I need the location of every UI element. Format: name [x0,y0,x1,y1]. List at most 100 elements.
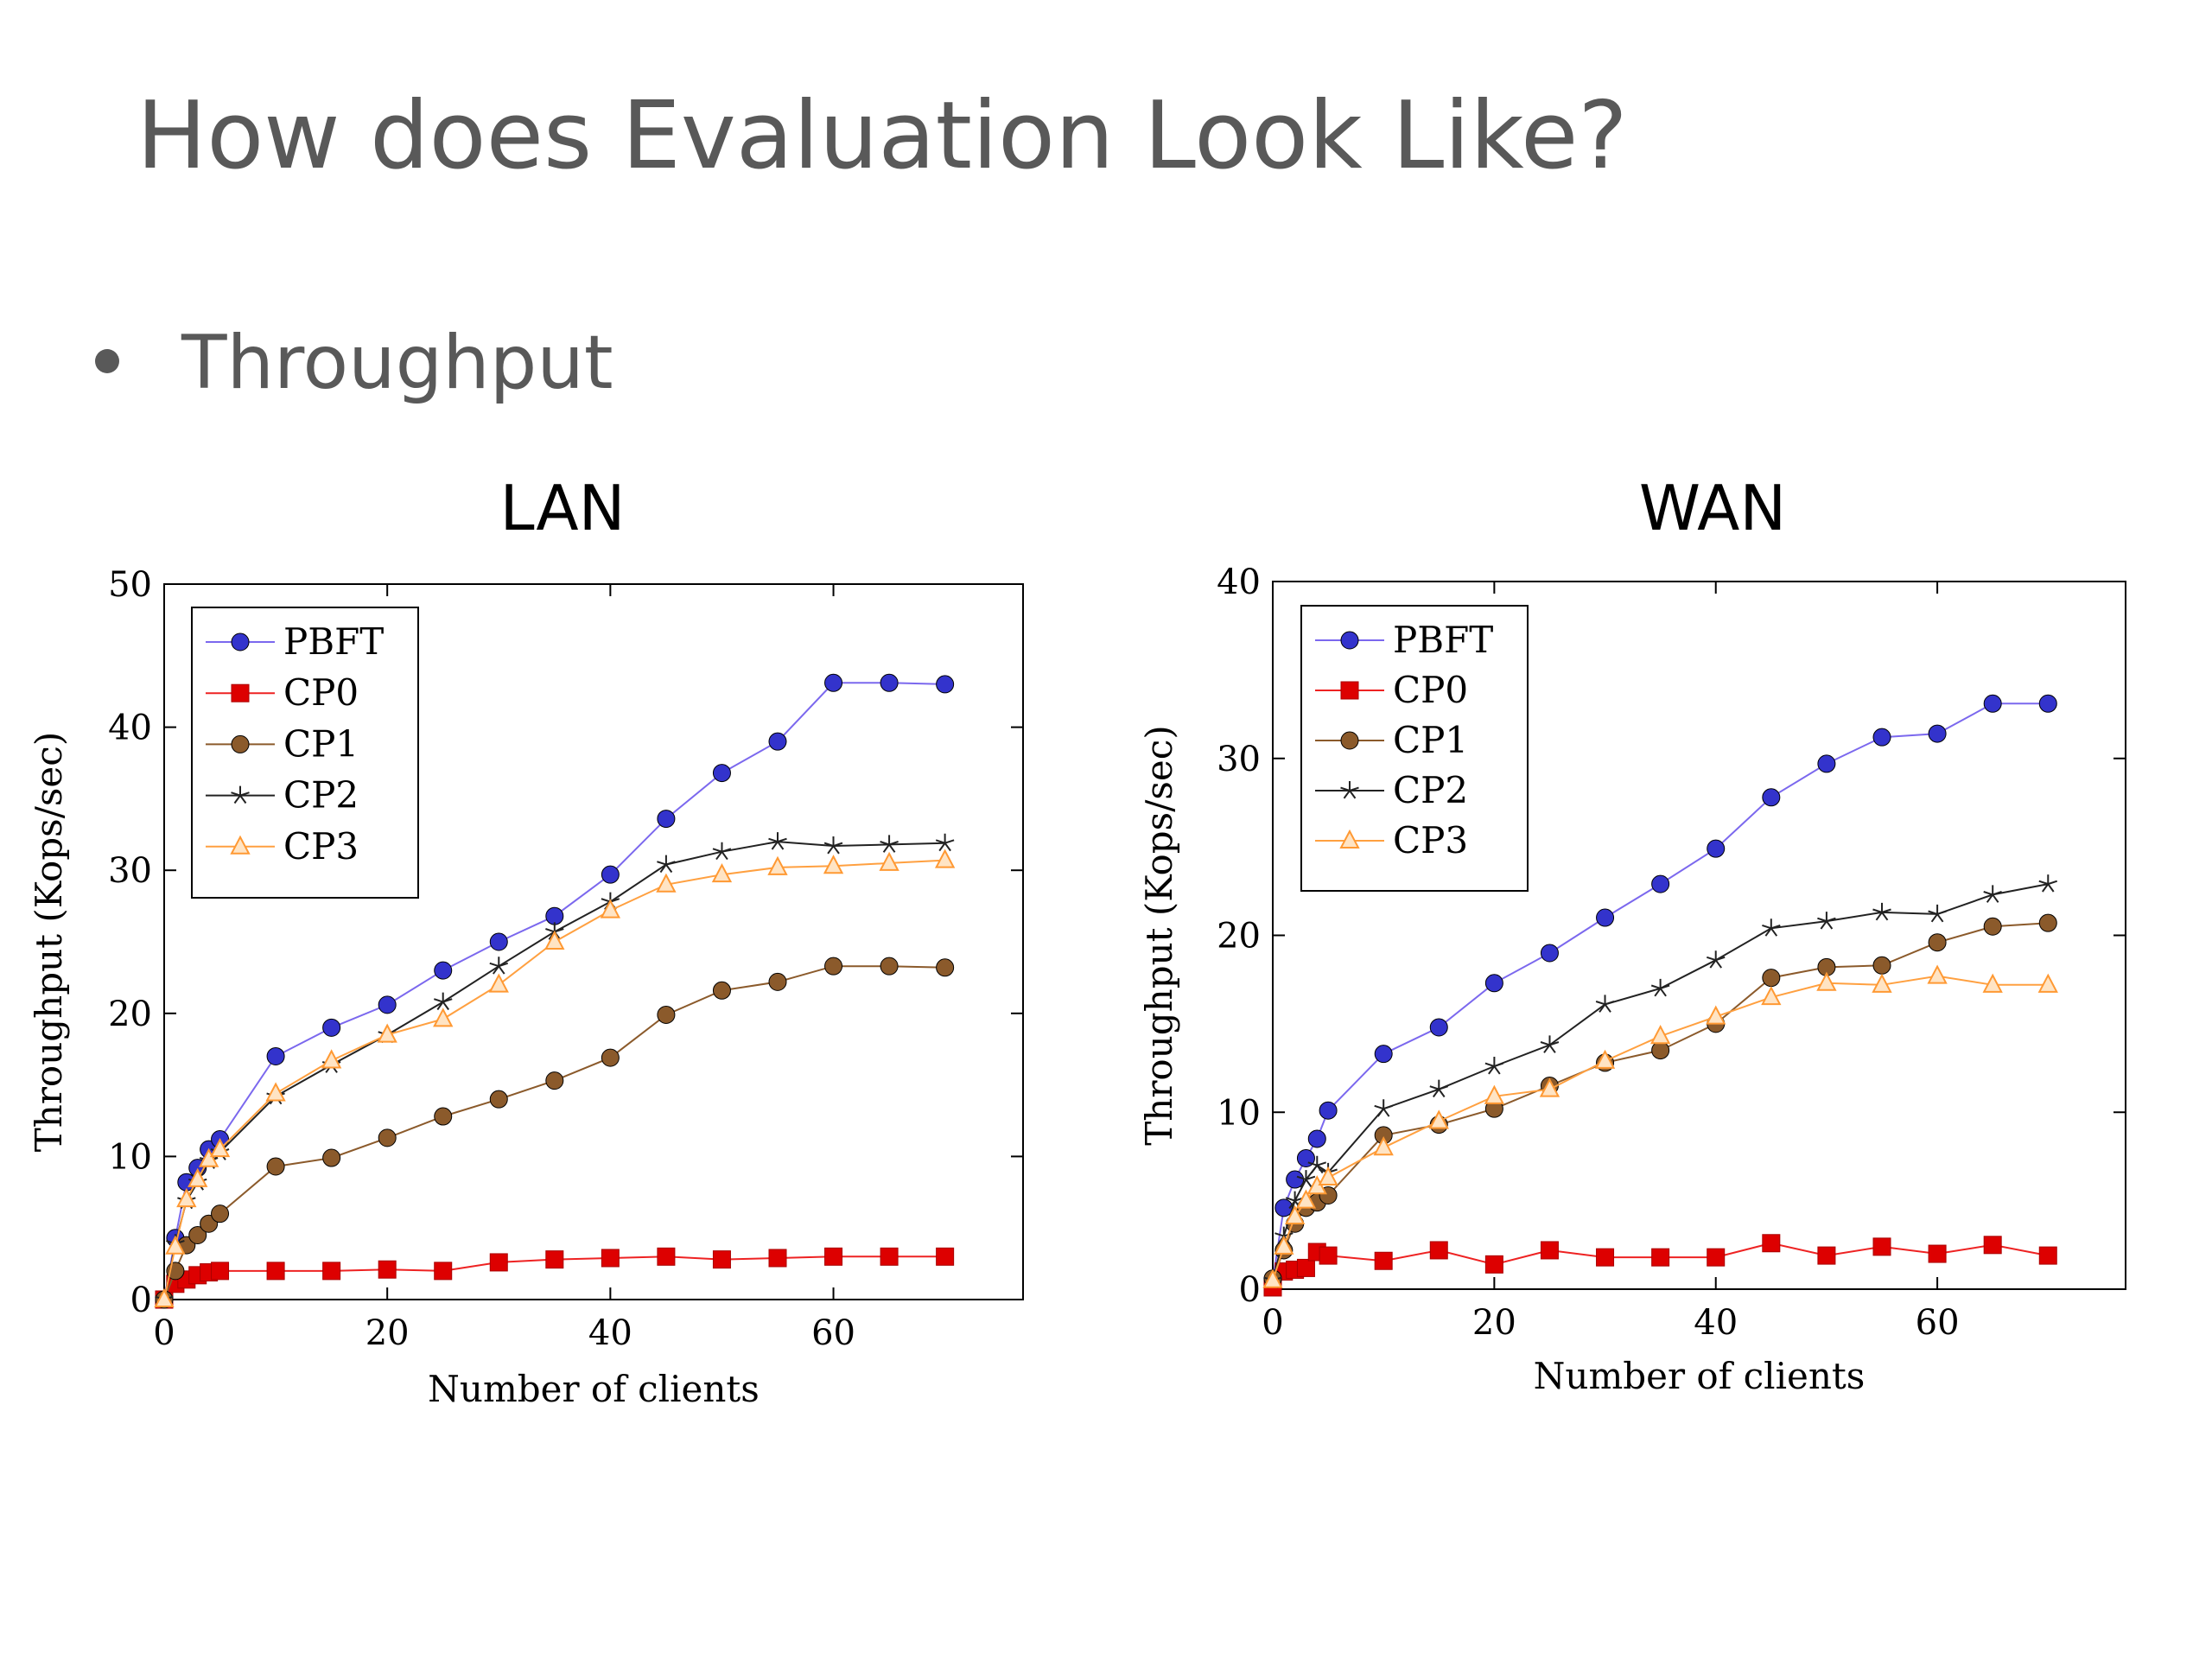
wan-cp3-point [1982,973,2003,993]
lan-ytick-label: 30 [108,851,152,891]
wan-pbft-point [1374,1045,1393,1064]
wan-cp2-point [1429,1079,1449,1098]
lan-cp0-point [489,1253,508,1272]
wan-series-cp0 [1263,1234,2057,1297]
lan-cp3-point [377,1023,397,1043]
lan-cp0-point [434,1262,453,1281]
wan-cp1-point [2038,913,2057,932]
lan-cp1-point [657,1005,676,1024]
wan-ytick-label: 40 [1217,563,1261,602]
bullet-dot [95,348,119,373]
wan-cp0-point [1762,1234,1781,1253]
lan-xtick-label: 40 [588,1313,632,1353]
lan-cp3-point [433,1007,454,1027]
lan-cp1-point [489,1090,508,1109]
wan-legend-marker-cp3 [1339,829,1360,849]
wan-xtick-label: 40 [1694,1303,1738,1343]
lan-legend-label-cp3: CP3 [283,825,359,868]
lan-cp3-point [544,930,565,950]
lan-y-axis-label: Throughput (Kops/sec) [28,732,70,1152]
lan-cp1-point [211,1205,230,1224]
wan-cp2-point [2038,874,2058,893]
lan-pbft-point [880,673,899,692]
wan-cp1-point [1983,917,2002,936]
lan-pbft-point [489,932,508,951]
wan-cp2-point [1374,1099,1393,1117]
wan-ytick-label: 0 [1239,1270,1261,1310]
wan-xtick-label: 20 [1472,1303,1516,1343]
wan-cp2-point [1650,978,1670,997]
lan-cp1-point [936,958,955,977]
lan-cp1-point [434,1107,453,1126]
wan-cp2-point [1983,885,2002,903]
wan-cp0-point [1651,1248,1670,1267]
lan-cp2-point [433,992,453,1011]
lan-cp2-point [935,833,955,852]
lan-cp1-point [266,1157,285,1176]
wan-cp3-point [1872,973,1892,993]
wan-cp0-point [1319,1246,1338,1265]
lan-cp3-point [600,899,621,918]
lan-cp0-point [712,1250,731,1269]
wan-pbft-point [1762,788,1781,807]
lan-cp2-point [545,922,564,940]
lan-cp1-point [768,972,787,991]
lan-cp2-point [657,855,676,874]
lan-cp1-point [322,1148,341,1167]
lan-cp0-point [545,1250,564,1269]
lan-pbft-point [601,865,620,884]
lan-series-cp1 [155,957,955,1309]
lan-cp3-point [934,849,956,868]
wan-cp3-point [1706,1005,1726,1025]
lan-pbft-point [545,906,564,925]
wan-cp3-point [1284,1205,1306,1225]
wan-y-axis-label: Throughput (Kops/sec) [1138,725,1180,1145]
wan-cp2-point [1706,950,1726,969]
wan-ytick-label: 30 [1217,740,1261,779]
wan-cp2-point [1872,902,1891,921]
lan-cp0-point [936,1247,955,1266]
lan-cp0-point [824,1247,843,1266]
lan-cp3-point [165,1235,186,1255]
wan-pbft-point [1928,724,1947,743]
lan-pbft-point [378,995,397,1014]
wan-cp3-point [1373,1136,1394,1156]
lan-cp3-point [188,1167,208,1187]
lan-legend-marker-pbft [231,632,250,652]
lan-chart: 0 10 20 30 40 50 0 20 40 60 Number of clients Throu… [28,565,1024,1410]
wan-legend-label-cp0: CP0 [1393,669,1468,711]
lan-series-cp3 [154,849,956,1307]
lan-cp3-point [265,1082,286,1102]
lan-legend-label-cp2: CP2 [283,774,359,817]
wan-legend: PBFT CP0 CP1 CP2 CP3 [1300,605,1529,892]
lan-ytick-label: 10 [108,1137,152,1177]
wan-pbft-point [1651,874,1670,893]
lan-pbft-point [824,673,843,692]
wan-cp0-point [1817,1246,1836,1265]
lan-cp3-point [879,851,899,871]
lan-cp2-point [768,832,787,850]
wan-ytick-label: 20 [1217,917,1261,957]
lan-cp3-point [209,1137,231,1158]
wan-cp3-point [1649,1025,1671,1045]
wan-cp1-point [1872,956,1891,975]
wan-cp2-point [1595,995,1615,1013]
wan-cp1-point [1762,969,1781,988]
lan-legend-label-cp0: CP0 [283,671,359,714]
lan-cp3-point [823,855,844,874]
lan-legend-marker-cp1 [231,734,250,753]
lan-cp2-point [880,835,899,853]
wan-cp3-point [1295,1189,1317,1209]
lan-cp3-point [198,1147,219,1167]
wan-pbft-point [1872,728,1891,747]
lan-cp1-point [601,1048,620,1067]
wan-cp0-point [1484,1255,1503,1274]
lan-cp0-point [378,1260,397,1279]
lan-cp3-point [154,1287,175,1307]
lan-pbft-point [322,1018,341,1037]
wan-legend-marker-cp0 [1340,681,1359,700]
wan-cp3-point [1262,1268,1283,1288]
wan-cp3-point [1816,971,1837,991]
lan-xtick-label: 20 [365,1313,410,1353]
